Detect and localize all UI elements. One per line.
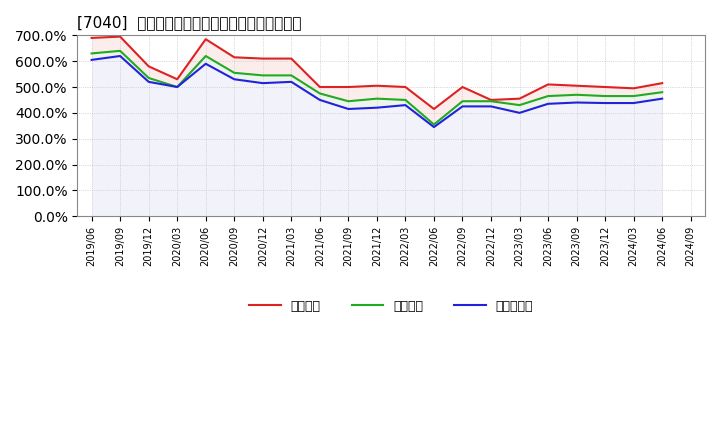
現預金比率: [87, 57, 96, 62]
当座比率: [629, 93, 638, 99]
当座比率: [202, 53, 210, 59]
当座比率: [87, 51, 96, 56]
当座比率: [572, 92, 581, 97]
流動比率: [629, 86, 638, 91]
流動比率: [116, 34, 125, 39]
流動比率: [516, 96, 524, 101]
Legend: 流動比率, 当座比率, 現預金比率: 流動比率, 当座比率, 現預金比率: [244, 295, 538, 318]
当座比率: [144, 75, 153, 81]
流動比率: [658, 81, 667, 86]
流動比率: [430, 106, 438, 112]
当座比率: [516, 103, 524, 108]
当座比率: [230, 70, 238, 75]
現預金比率: [173, 84, 181, 90]
現預金比率: [202, 61, 210, 66]
現預金比率: [487, 104, 495, 109]
現預金比率: [572, 100, 581, 105]
当座比率: [600, 93, 609, 99]
流動比率: [600, 84, 609, 90]
現預金比率: [516, 110, 524, 116]
流動比率: [315, 84, 324, 90]
現預金比率: [544, 101, 552, 106]
流動比率: [544, 82, 552, 87]
現預金比率: [230, 77, 238, 82]
現預金比率: [401, 103, 410, 108]
当座比率: [315, 91, 324, 96]
流動比率: [144, 64, 153, 69]
当座比率: [544, 93, 552, 99]
当座比率: [173, 84, 181, 90]
当座比率: [287, 73, 296, 78]
現預金比率: [629, 100, 638, 106]
流動比率: [372, 83, 381, 88]
現預金比率: [372, 105, 381, 110]
当座比率: [372, 96, 381, 101]
現預金比率: [600, 100, 609, 106]
現預金比率: [658, 96, 667, 101]
現預金比率: [315, 97, 324, 103]
流動比率: [87, 35, 96, 40]
当座比率: [116, 48, 125, 54]
当座比率: [458, 99, 467, 104]
当座比率: [487, 99, 495, 104]
流動比率: [458, 84, 467, 90]
Line: 流動比率: 流動比率: [91, 37, 662, 109]
現預金比率: [430, 125, 438, 130]
当座比率: [401, 97, 410, 103]
流動比率: [401, 84, 410, 90]
現預金比率: [144, 79, 153, 84]
現預金比率: [458, 104, 467, 109]
Text: [7040]  流動比率、当座比率、現預金比率の推移: [7040] 流動比率、当座比率、現預金比率の推移: [77, 15, 302, 30]
流動比率: [258, 56, 267, 61]
Line: 現預金比率: 現預金比率: [91, 56, 662, 127]
流動比率: [202, 37, 210, 42]
流動比率: [572, 83, 581, 88]
当座比率: [430, 122, 438, 127]
当座比率: [658, 90, 667, 95]
当座比率: [258, 73, 267, 78]
流動比率: [230, 55, 238, 60]
流動比率: [344, 84, 353, 90]
流動比率: [487, 97, 495, 103]
流動比率: [287, 56, 296, 61]
流動比率: [173, 77, 181, 82]
当座比率: [344, 99, 353, 104]
現預金比率: [287, 79, 296, 84]
現預金比率: [344, 106, 353, 112]
現預金比率: [258, 81, 267, 86]
Line: 当座比率: 当座比率: [91, 51, 662, 125]
現預金比率: [116, 53, 125, 59]
